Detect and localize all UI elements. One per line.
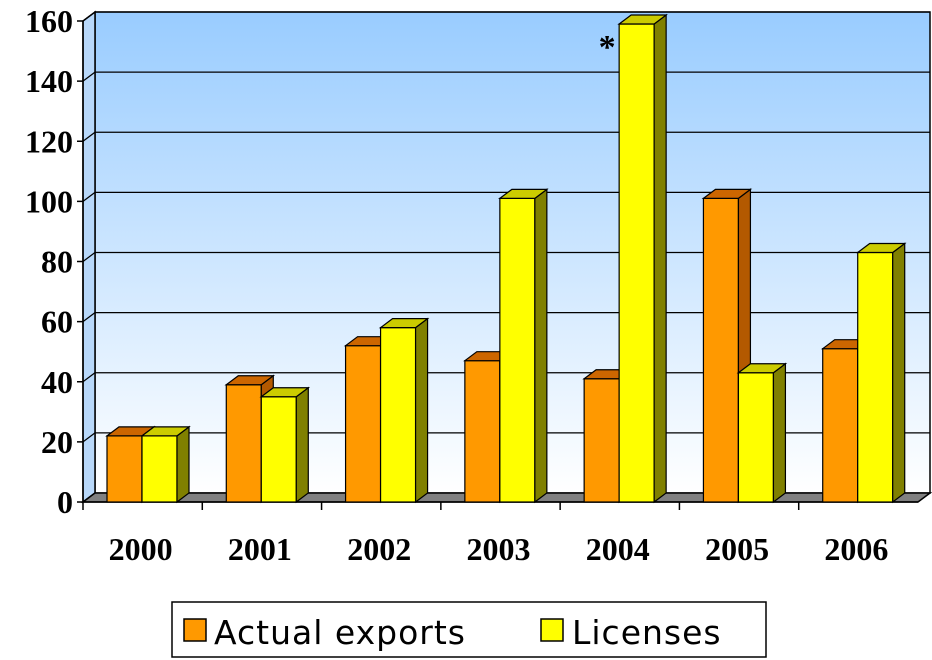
bar-side [295, 386, 309, 504]
legend-label-licenses: Licenses [572, 613, 722, 652]
y-tick-label: 100 [25, 183, 73, 219]
gridline-side [82, 191, 96, 202]
x-tick-label: 2004 [586, 531, 650, 567]
y-tick-label: 140 [25, 63, 73, 99]
bar-front [464, 360, 501, 503]
y-tick-label: 80 [41, 244, 73, 280]
bar-top [855, 242, 907, 254]
bar-front [618, 23, 655, 503]
bar-top [736, 363, 788, 374]
legend-box [171, 601, 767, 658]
bar-front [344, 345, 382, 503]
y-tick-label: 20 [41, 424, 73, 460]
x-tick-label: 2000 [109, 531, 173, 567]
bar-front [857, 251, 894, 503]
bar-front [225, 384, 262, 503]
legend: Actual exports Licenses [171, 601, 767, 658]
bar-top [701, 188, 753, 199]
x-tick-label: 2002 [347, 531, 411, 567]
bar-front [499, 197, 536, 503]
bar-front [379, 327, 417, 503]
bar-top [378, 318, 430, 329]
x-tick-label: 2001 [228, 531, 292, 567]
bar-front [260, 396, 297, 503]
x-tick-label: 2005 [705, 531, 769, 567]
bar-licenses-2003 [498, 188, 549, 504]
x-tick-label: 2003 [467, 531, 531, 567]
bar-side [772, 362, 787, 504]
y-tick-label: 60 [41, 304, 73, 340]
bar-licenses-2001 [259, 386, 311, 504]
bar-side [414, 317, 429, 504]
y-tick-label: 160 [25, 3, 73, 39]
legend-swatch-licenses [540, 618, 564, 642]
bar-licenses-2006 [855, 242, 907, 504]
bar-licenses-2005 [736, 362, 788, 504]
gridline-side [82, 372, 96, 383]
bar-top [498, 188, 549, 199]
y-tick-label: 120 [25, 123, 73, 159]
bar-front [106, 435, 143, 503]
bar-side [892, 242, 906, 504]
legend-swatch-actual-exports [183, 618, 207, 642]
x-tick-label: 2006 [824, 531, 888, 567]
bars [105, 13, 907, 504]
gridline-side [82, 252, 96, 262]
bar-front [702, 197, 740, 503]
gridline-side [82, 432, 96, 443]
bar-front [141, 435, 178, 503]
gridline-side [82, 312, 96, 323]
annotation-asterisk: * [599, 29, 616, 66]
bar-top [224, 375, 276, 386]
y-tick-label: 40 [41, 364, 73, 400]
bar-top [259, 387, 311, 398]
bar-side [534, 188, 548, 504]
bar-front [737, 372, 775, 503]
legend-label-actual-exports: Actual exports [214, 613, 466, 652]
bar-front [822, 348, 859, 503]
bar-side [176, 425, 190, 504]
bar-licenses-2002 [378, 317, 430, 504]
bar-top [617, 14, 668, 25]
bar-side [653, 13, 667, 504]
bar-front [583, 378, 620, 503]
gridline-side [82, 71, 96, 82]
y-tick-label: 0 [57, 484, 73, 520]
bar-top [140, 426, 191, 437]
gridline-side [82, 131, 96, 142]
bar-licenses-2004 [617, 13, 668, 504]
gridline-side [82, 11, 96, 22]
bar-licenses-2000 [140, 425, 191, 504]
axis-labels: 0 20 40 60 80 100 120 140 160 2000 2001 2002 2003 200… [25, 3, 888, 567]
